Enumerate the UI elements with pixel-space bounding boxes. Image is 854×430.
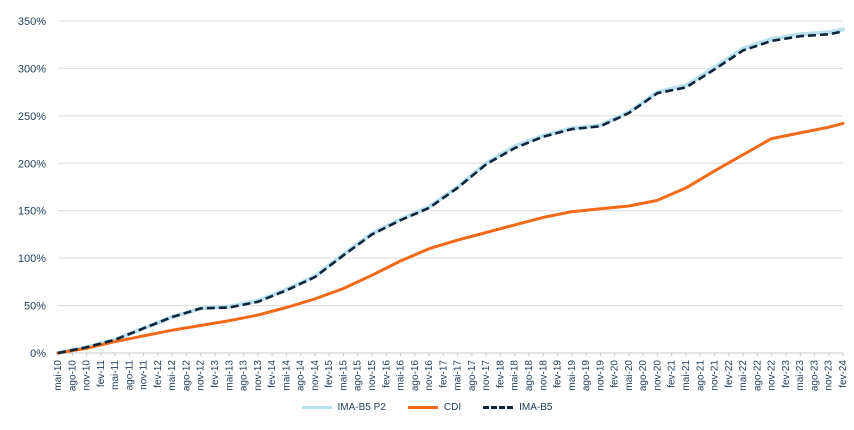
- y-tick-label: 150%: [18, 206, 46, 218]
- x-tick-label: mai-14: [281, 360, 292, 391]
- x-tick-label: fev-15: [324, 360, 335, 388]
- series-line-ima-b5-p2: [56, 27, 845, 355]
- x-tick-label: ago-20: [638, 360, 649, 392]
- x-tick-label: mai-13: [224, 360, 235, 391]
- legend-label-ima-b5-p2: IMA-B5 P2: [337, 402, 386, 413]
- legend-swatch-ima-b5: [483, 406, 514, 409]
- x-tick-label: fev-17: [438, 360, 449, 388]
- x-tick-label: ago-16: [410, 360, 421, 392]
- x-tick-label: fev-11: [96, 360, 107, 387]
- x-tick-label: fev-13: [210, 360, 221, 388]
- x-tick-label: ago-17: [467, 360, 478, 392]
- x-tick-label: nov-20: [652, 360, 663, 391]
- x-tick-label: fev-23: [781, 360, 792, 388]
- x-tick-label: nov-17: [481, 360, 492, 391]
- x-tick-label: mai-20: [624, 360, 635, 391]
- x-tick-label: mai-12: [167, 360, 178, 391]
- x-tick-label: nov-16: [424, 360, 435, 391]
- x-tick-label: fev-20: [610, 360, 621, 388]
- y-tick-label: 100%: [18, 253, 46, 265]
- x-tick-label: nov-18: [538, 360, 549, 391]
- x-tick-label: fev-18: [495, 360, 506, 388]
- legend-item-ima-b5[interactable]: IMA-B5: [483, 402, 552, 413]
- x-tick-label: mai-22: [738, 360, 749, 391]
- legend-label-ima-b5: IMA-B5: [519, 402, 553, 413]
- chart-svg: 0%50%100%150%200%250%300%350% mai-10 ago-…: [18, 16, 849, 392]
- x-tick-label: ago-14: [296, 360, 307, 392]
- x-tick-label: ago-11: [124, 360, 135, 391]
- x-tick-label: mai-19: [567, 360, 578, 391]
- x-tick-label: nov-14: [310, 360, 321, 391]
- x-tick-label: mai-11: [110, 360, 121, 390]
- x-tick-label: nov-19: [595, 360, 606, 391]
- y-tick-label: 250%: [18, 111, 46, 123]
- x-tick-label: nov-11: [139, 360, 150, 390]
- y-tick-label: 350%: [18, 16, 46, 28]
- x-tick-label: mai-10: [53, 360, 64, 391]
- x-tick-label: mai-17: [453, 360, 464, 391]
- legend-label-cdi: CDI: [443, 402, 462, 413]
- legend-item-cdi[interactable]: CDI: [407, 402, 462, 413]
- y-tick-label: 300%: [18, 63, 46, 75]
- x-tick-label: ago-15: [353, 360, 364, 392]
- x-tick-label: ago-12: [181, 360, 192, 392]
- series-line-ima-b5: [57, 30, 844, 355]
- legend: IMA-B5 P2 CDI IMA-B5: [0, 402, 854, 413]
- x-tick-label: mai-18: [510, 360, 521, 391]
- x-tick-label: ago-22: [752, 360, 763, 392]
- series-line-cdi: [56, 121, 845, 355]
- legend-item-ima-b5-p2[interactable]: IMA-B5 P2: [301, 402, 386, 413]
- y-tick-label: 0%: [30, 348, 46, 360]
- y-tick-label: 50%: [24, 301, 46, 313]
- x-tick-label: nov-23: [824, 360, 835, 391]
- x-tick-label: nov-13: [253, 360, 264, 391]
- x-tick-label: fev-19: [553, 360, 564, 388]
- x-tick-label: ago-23: [809, 360, 820, 392]
- x-tick-label: fev-14: [267, 360, 278, 388]
- x-tick-label: nov-21: [710, 360, 721, 391]
- x-tick-label: mai-15: [338, 360, 349, 391]
- x-tick-label: ago-13: [239, 360, 250, 392]
- x-tick-label: ago-18: [524, 360, 535, 392]
- x-tick-label: nov-15: [367, 360, 378, 391]
- x-tick-label: ago-21: [695, 360, 706, 392]
- x-tick-label: nov-10: [82, 360, 93, 391]
- x-tick-label: ago-19: [581, 360, 592, 392]
- x-tick-label: nov-12: [196, 360, 207, 391]
- x-tick-label: fev-21: [667, 360, 678, 388]
- x-tick-label: ago-10: [67, 360, 78, 392]
- x-tick-label: fev-12: [153, 360, 164, 388]
- x-tick-label: fev-24: [838, 360, 849, 388]
- legend-swatch-ima-b5-p2: [301, 406, 332, 409]
- y-tick-label: 200%: [18, 158, 46, 170]
- x-tick-label: mai-21: [681, 360, 692, 391]
- legend-swatch-cdi: [407, 406, 438, 409]
- x-tick-label: mai-16: [396, 360, 407, 391]
- x-tick-label: fev-22: [724, 360, 735, 388]
- x-tick-label: mai-23: [795, 360, 806, 391]
- x-tick-label: fev-16: [381, 360, 392, 388]
- x-tick-label: nov-22: [767, 360, 778, 391]
